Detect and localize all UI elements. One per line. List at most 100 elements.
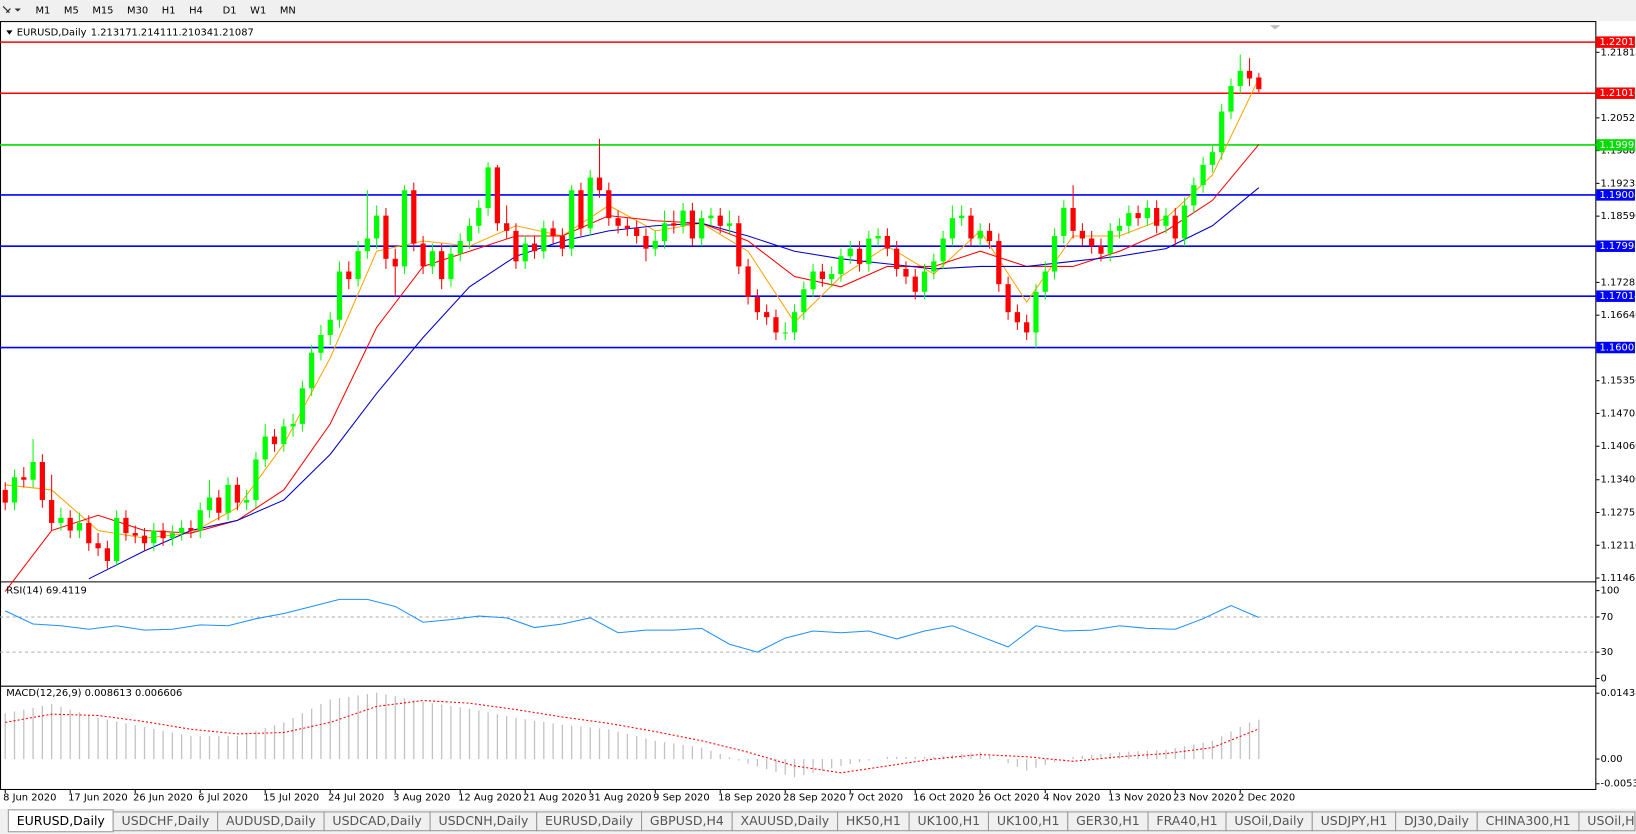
candle-body (819, 271, 825, 280)
candle-body (114, 517, 120, 562)
tab-label[interactable]: DJ30,Daily (1404, 813, 1469, 828)
timeframe-button[interactable]: M15 (92, 6, 113, 17)
candle-body (234, 484, 240, 503)
candle-body (374, 215, 380, 239)
level-label-bg (1596, 139, 1635, 151)
x-tick-label: 18 Sep 2020 (718, 792, 781, 803)
candle-body (559, 235, 565, 249)
tab-label[interactable]: XAUUSD,Daily (741, 813, 830, 828)
timeframe-button[interactable]: MN (280, 6, 296, 17)
tab-label[interactable]: CHINA300,H1 (1486, 813, 1571, 828)
x-tick-label: 15 Jul 2020 (263, 792, 319, 803)
y-tick-label: 1.19880 (1601, 146, 1636, 157)
candle-body (132, 533, 138, 536)
level-label-bg (1596, 87, 1635, 99)
x-tick-label: 17 Jun 2020 (68, 792, 128, 803)
candle-body (1181, 205, 1188, 239)
tab-label[interactable]: UK100,H1 (997, 813, 1060, 828)
y-tick-label: -0.00539 (1601, 779, 1636, 790)
candle-body (977, 230, 983, 239)
candle-body (829, 274, 835, 280)
timeframe-button[interactable]: M1 (35, 6, 50, 17)
tab-label[interactable]: EURUSD,Daily (545, 813, 634, 828)
candle-body (262, 436, 268, 460)
x-tick-label: 8 Jun 2020 (3, 792, 56, 803)
tab-label[interactable]: FRA40,H1 (1156, 813, 1217, 828)
candle-body (494, 167, 500, 224)
candle-body (197, 510, 203, 531)
x-tick-label: 16 Oct 2020 (913, 792, 974, 803)
y-tick-label: 1.13400 (1601, 475, 1636, 486)
ohlc-value: 1.21317 (91, 28, 132, 39)
candle-body (745, 266, 751, 297)
candle-body (67, 517, 73, 531)
tab-label[interactable]: USDCHF,Daily (122, 813, 210, 828)
shift-marker (1269, 25, 1281, 30)
timeframe-button[interactable]: H4 (189, 6, 203, 17)
candle-body (364, 238, 370, 252)
candle-body (1172, 215, 1178, 239)
tab-label[interactable]: GER30,H1 (1076, 813, 1140, 828)
x-tick-label: 9 Sep 2020 (653, 792, 709, 803)
tab-label[interactable]: USDCNH,Daily (438, 813, 528, 828)
y-tick-label: 70 (1601, 612, 1614, 623)
tab-label[interactable]: EURUSD,Daily (17, 813, 106, 828)
timeframe-button[interactable]: M30 (127, 6, 148, 17)
candle-body (1163, 215, 1169, 226)
tab-label[interactable]: USOil,H1 (1587, 813, 1636, 828)
candle-body (21, 477, 27, 480)
candle-body (699, 218, 705, 239)
candle-body (206, 497, 213, 511)
candle-body (680, 210, 686, 226)
toolbar-icon[interactable] (2, 5, 11, 14)
candle-body (550, 228, 556, 236)
candle-body (1033, 291, 1039, 333)
candle-body (903, 268, 909, 277)
candle-body (940, 238, 946, 262)
candle-body (708, 215, 714, 219)
candle-body (810, 271, 816, 290)
candle-body (476, 208, 482, 226)
candle-body (1256, 77, 1262, 90)
tab[interactable] (1578, 811, 1636, 832)
candle-body (244, 500, 250, 503)
tab-label[interactable]: GBPUSD,H4 (650, 813, 724, 828)
candle-body (1144, 208, 1150, 219)
candle-body (801, 289, 807, 313)
candle-body (123, 517, 129, 534)
tab-label[interactable]: HK50,H1 (846, 813, 901, 828)
candle-body (513, 230, 519, 262)
candle-body (968, 215, 974, 239)
tab-label[interactable]: USDCAD,Daily (332, 813, 422, 828)
tab-label[interactable]: USDJPY,H1 (1321, 813, 1388, 828)
tab-label[interactable]: AUDUSD,Daily (226, 813, 316, 828)
x-tick-label: 23 Nov 2020 (1173, 792, 1236, 803)
chart-menu-arrow[interactable] (6, 30, 13, 35)
x-tick-label: 24 Jul 2020 (328, 792, 384, 803)
candle-body (104, 548, 110, 562)
candle-body (773, 317, 779, 333)
y-tick-label: 1.17285 (1601, 277, 1636, 288)
candle-body (1154, 208, 1160, 226)
y-tick-label: 1.21815 (1601, 47, 1636, 58)
candle-body (355, 251, 361, 280)
timeframe-button[interactable]: M5 (64, 6, 79, 17)
timeframe-button[interactable]: H1 (162, 6, 176, 17)
dropdown-arrow[interactable] (14, 8, 21, 12)
candle-body (309, 352, 315, 389)
candle-body (838, 256, 844, 275)
timeframe-button[interactable]: W1 (250, 6, 266, 17)
x-tick-label: 13 Nov 2020 (1108, 792, 1171, 803)
candle-body (253, 459, 259, 501)
tab-label[interactable]: USOil,Daily (1234, 813, 1304, 828)
candle-body (736, 223, 742, 267)
y-tick-label: 1.19235 (1601, 178, 1636, 189)
tab-label[interactable]: UK100,H1 (918, 813, 981, 828)
candle-body (1079, 230, 1085, 239)
candle-body (95, 543, 101, 549)
candle-body (299, 388, 305, 424)
timeframe-button[interactable]: D1 (223, 6, 237, 17)
candle-body (661, 223, 668, 242)
candle-body (1237, 70, 1243, 87)
y-tick-label: 0.014384 (1601, 688, 1636, 699)
